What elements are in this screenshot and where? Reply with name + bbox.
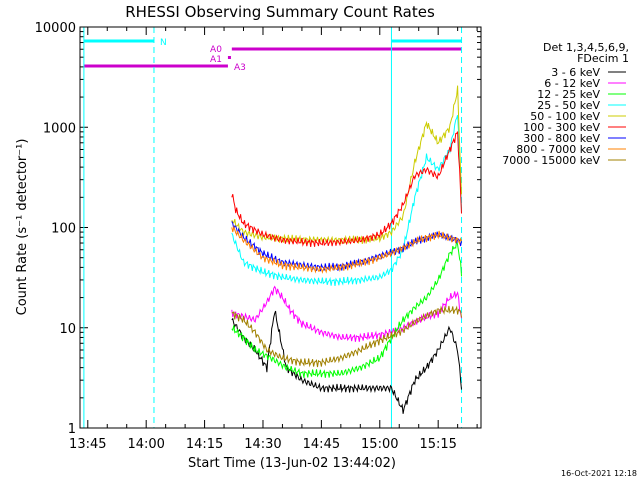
x-tick-label: 14:00: [127, 437, 164, 452]
series-line-5: [231, 131, 462, 247]
y-tick-label: 100: [51, 222, 76, 237]
y-tick-label: 1000: [43, 121, 76, 136]
axis-ticks: 13:45 14:00 14:15 14:30 14:45 15:00 15:15 1 10 10…: [35, 21, 481, 452]
legend-label: 50 - 100 keV: [530, 110, 600, 123]
legend-header: Det 1,3,4,5,6,9,: [543, 41, 629, 54]
y-tick-label: 10000: [35, 21, 76, 36]
flag-label-a3: A3: [234, 63, 246, 73]
legend-label: 800 - 7000 keV: [516, 143, 600, 156]
series-line-8: [231, 305, 462, 368]
x-tick-label: 15:00: [361, 437, 398, 452]
y-tick-label: 10: [59, 322, 76, 337]
y-axis-label: Count Rate (s⁻¹ detector⁻¹): [15, 139, 30, 316]
x-tick-label: 14:30: [244, 437, 281, 452]
y-tick-label: 1: [68, 422, 76, 437]
footer-date: 16-Oct-2021 12:18: [561, 469, 637, 478]
series-line-0: [231, 310, 462, 414]
x-tick-label: 14:15: [186, 437, 223, 452]
plot-frame: [79, 26, 482, 429]
x-tick-label: 13:45: [69, 437, 106, 452]
flag-label-a0: A0: [210, 45, 222, 55]
series-line-3: [231, 115, 462, 286]
attenuator-a1-marker: [227, 56, 231, 59]
legend-label: 3 - 6 keV: [551, 66, 600, 79]
legend-header: FDecim 1: [577, 52, 629, 65]
flag-label-n: N: [160, 38, 167, 48]
legend-label: 25 - 50 keV: [537, 99, 600, 112]
legend-label: 100 - 300 keV: [523, 121, 600, 134]
x-tick-label: 15:15: [419, 437, 456, 452]
legend-label: 6 - 12 keV: [544, 77, 600, 90]
chart-title: RHESSI Observing Summary Count Rates: [125, 3, 435, 21]
legend-label: 7000 - 15000 keV: [502, 154, 600, 167]
series-line-7: [231, 225, 462, 274]
flag-label-a1: A1: [210, 55, 222, 65]
legend-label: 12 - 25 keV: [537, 88, 600, 101]
x-axis-label: Start Time (13-Jun-02 13:44:02): [188, 456, 396, 471]
series-line-2: [231, 240, 462, 378]
legend-label: 300 - 800 keV: [523, 132, 600, 145]
series-line-1: [231, 285, 462, 342]
x-tick-label: 14:45: [303, 437, 340, 452]
series-lines: [231, 85, 462, 414]
